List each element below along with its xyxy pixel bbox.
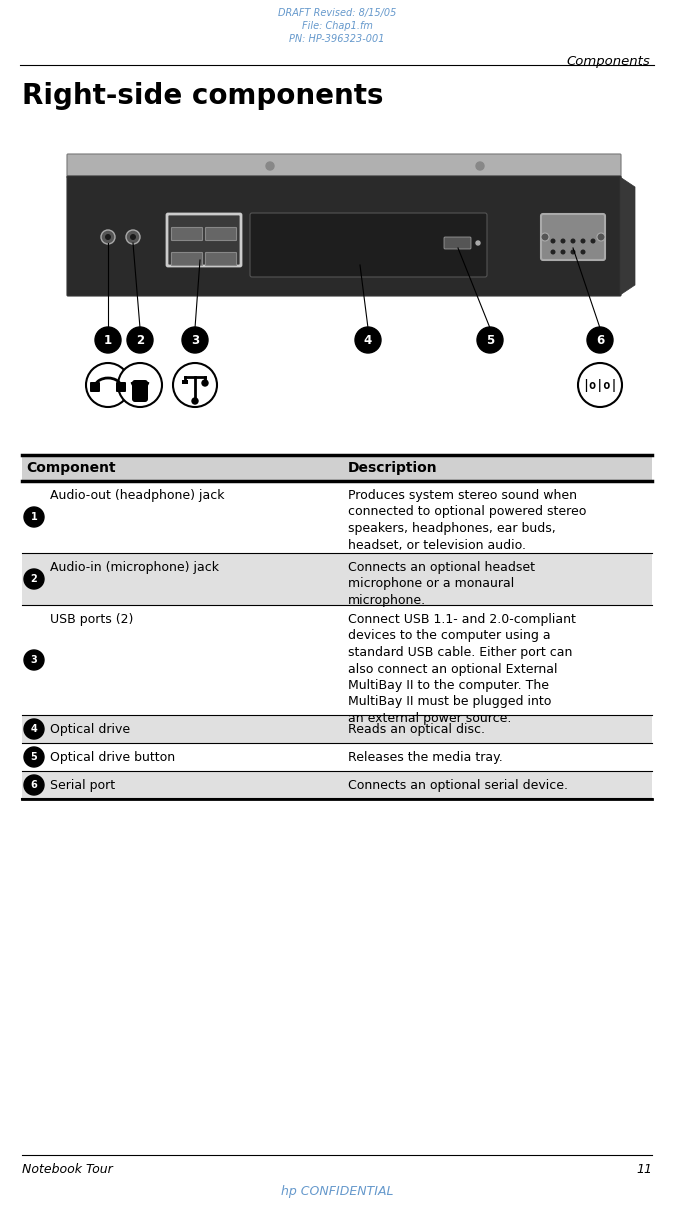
FancyBboxPatch shape bbox=[541, 213, 605, 260]
Circle shape bbox=[24, 747, 44, 767]
Circle shape bbox=[173, 363, 217, 408]
Text: Connects an optional headset
microphone or a monaural
microphone.: Connects an optional headset microphone … bbox=[348, 560, 535, 606]
Text: hp CONFIDENTIAL: hp CONFIDENTIAL bbox=[281, 1185, 393, 1198]
Circle shape bbox=[130, 234, 136, 240]
Circle shape bbox=[192, 398, 198, 404]
Text: 1: 1 bbox=[104, 334, 112, 347]
Circle shape bbox=[581, 239, 585, 243]
Bar bbox=[22, 482, 652, 553]
Polygon shape bbox=[620, 177, 635, 295]
Text: Notebook Tour: Notebook Tour bbox=[22, 1163, 113, 1175]
Text: Serial port: Serial port bbox=[50, 779, 115, 792]
Text: Releases the media tray.: Releases the media tray. bbox=[348, 751, 503, 764]
Text: 5: 5 bbox=[30, 752, 37, 762]
FancyBboxPatch shape bbox=[444, 237, 471, 249]
Circle shape bbox=[95, 328, 121, 353]
FancyBboxPatch shape bbox=[116, 382, 126, 392]
Circle shape bbox=[597, 233, 605, 241]
Text: 11: 11 bbox=[636, 1163, 652, 1175]
Text: Description: Description bbox=[348, 461, 437, 475]
Text: 2: 2 bbox=[30, 574, 37, 583]
Circle shape bbox=[561, 250, 565, 254]
Text: Component: Component bbox=[26, 461, 116, 475]
Text: |o|o|: |o|o| bbox=[582, 378, 618, 392]
FancyBboxPatch shape bbox=[67, 154, 621, 178]
Text: Optical drive: Optical drive bbox=[50, 723, 130, 736]
Circle shape bbox=[571, 239, 575, 243]
Bar bbox=[182, 380, 188, 385]
Circle shape bbox=[101, 230, 115, 244]
FancyBboxPatch shape bbox=[171, 252, 202, 266]
Circle shape bbox=[571, 250, 575, 254]
Circle shape bbox=[541, 233, 549, 241]
Text: PN: HP-396323-001: PN: HP-396323-001 bbox=[289, 34, 385, 44]
Circle shape bbox=[551, 250, 555, 254]
Text: DRAFT Revised: 8/15/05: DRAFT Revised: 8/15/05 bbox=[278, 8, 396, 18]
Text: Right-side components: Right-side components bbox=[22, 82, 384, 110]
FancyBboxPatch shape bbox=[206, 228, 237, 240]
Text: Audio-out (headphone) jack: Audio-out (headphone) jack bbox=[50, 489, 224, 502]
Text: Audio-in (microphone) jack: Audio-in (microphone) jack bbox=[50, 560, 219, 574]
Bar bbox=[22, 553, 652, 605]
FancyBboxPatch shape bbox=[167, 213, 241, 266]
Circle shape bbox=[476, 241, 480, 245]
Bar bbox=[22, 744, 652, 771]
Bar bbox=[22, 455, 652, 482]
Circle shape bbox=[118, 363, 162, 408]
FancyBboxPatch shape bbox=[171, 228, 202, 240]
Circle shape bbox=[578, 363, 622, 408]
Text: File: Chap1.fm: File: Chap1.fm bbox=[301, 21, 373, 32]
Circle shape bbox=[581, 250, 585, 254]
Circle shape bbox=[182, 328, 208, 353]
Text: 3: 3 bbox=[191, 334, 199, 347]
Text: 3: 3 bbox=[30, 655, 37, 665]
FancyBboxPatch shape bbox=[132, 380, 148, 402]
Text: 4: 4 bbox=[364, 334, 372, 347]
Circle shape bbox=[202, 380, 208, 386]
Text: 5: 5 bbox=[486, 334, 494, 347]
Text: Components: Components bbox=[566, 55, 650, 68]
FancyBboxPatch shape bbox=[67, 176, 621, 296]
Circle shape bbox=[24, 775, 44, 795]
Text: 1: 1 bbox=[30, 512, 37, 522]
Circle shape bbox=[551, 239, 555, 243]
Text: 4: 4 bbox=[30, 724, 37, 734]
Text: Optical drive button: Optical drive button bbox=[50, 751, 175, 764]
Circle shape bbox=[126, 230, 140, 244]
Circle shape bbox=[355, 328, 381, 353]
Circle shape bbox=[561, 239, 565, 243]
Text: USB ports (2): USB ports (2) bbox=[50, 613, 133, 626]
Bar bbox=[22, 714, 652, 744]
Circle shape bbox=[24, 507, 44, 526]
Circle shape bbox=[127, 328, 153, 353]
FancyBboxPatch shape bbox=[206, 252, 237, 266]
Circle shape bbox=[86, 363, 130, 408]
Text: 6: 6 bbox=[596, 334, 604, 347]
Text: 2: 2 bbox=[136, 334, 144, 347]
Text: 6: 6 bbox=[30, 780, 37, 790]
Text: Produces system stereo sound when
connected to optional powered stereo
speakers,: Produces system stereo sound when connec… bbox=[348, 489, 586, 552]
FancyBboxPatch shape bbox=[90, 382, 100, 392]
Circle shape bbox=[24, 650, 44, 670]
FancyBboxPatch shape bbox=[250, 213, 487, 277]
Circle shape bbox=[477, 328, 503, 353]
Circle shape bbox=[587, 328, 613, 353]
Bar bbox=[22, 771, 652, 799]
Circle shape bbox=[591, 239, 594, 243]
Circle shape bbox=[476, 163, 484, 170]
Bar bbox=[22, 605, 652, 714]
Text: Connects an optional serial device.: Connects an optional serial device. bbox=[348, 779, 568, 792]
Circle shape bbox=[24, 569, 44, 590]
Circle shape bbox=[266, 163, 274, 170]
Circle shape bbox=[24, 719, 44, 739]
Text: Connect USB 1.1- and 2.0-compliant
devices to the computer using a
standard USB : Connect USB 1.1- and 2.0-compliant devic… bbox=[348, 613, 576, 725]
Circle shape bbox=[105, 234, 111, 240]
Text: Reads an optical disc.: Reads an optical disc. bbox=[348, 723, 485, 736]
